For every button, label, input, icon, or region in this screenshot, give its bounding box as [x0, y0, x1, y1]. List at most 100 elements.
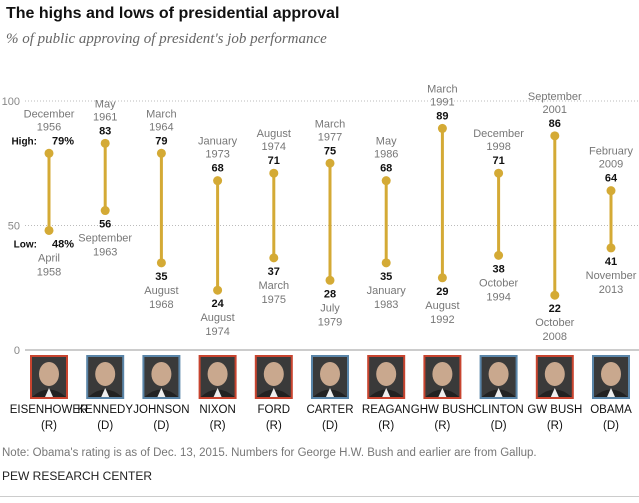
low-value-label: 24 — [211, 298, 224, 310]
portrait-shirt — [607, 388, 615, 397]
low-year-label: 1974 — [205, 326, 229, 338]
low-year-label: 1963 — [93, 247, 117, 259]
low-dot — [156, 258, 166, 268]
low-month-label: August — [200, 312, 234, 324]
president-party: (R) — [434, 420, 450, 432]
low-month-label: November — [586, 270, 637, 282]
portrait-shirt — [382, 388, 391, 397]
low-dot — [269, 253, 279, 263]
president-party: (R) — [378, 420, 394, 432]
high-month-label: March — [427, 83, 458, 95]
high-value-label: 79% — [52, 135, 74, 147]
portrait-face — [601, 362, 621, 386]
portrait-face — [376, 362, 397, 386]
low-year-label: 1979 — [318, 316, 342, 328]
high-year-label: 1964 — [149, 121, 173, 133]
chart-svg: 05010079%High:48%Low:1956DecemberApril19… — [2, 83, 639, 432]
president-name: NIXON — [199, 404, 235, 416]
portrait-shirt — [269, 388, 278, 397]
high-month-label: December — [24, 108, 75, 120]
y-tick-label: 50 — [8, 221, 20, 233]
portrait-shirt — [326, 388, 334, 397]
portrait-face — [151, 362, 172, 386]
portrait-shirt — [494, 388, 503, 397]
high-value-label: 68 — [380, 163, 392, 175]
low-month-label: August — [144, 285, 178, 297]
portrait-face — [544, 362, 565, 386]
high-value-label: 79 — [155, 135, 167, 147]
president-name: FORD — [258, 404, 291, 416]
low-value-label: 38 — [492, 263, 504, 275]
high-value-label: 71 — [268, 155, 280, 167]
high-month-label: February — [589, 146, 634, 158]
portrait-shirt — [438, 388, 447, 397]
president-name: EISENHOWER — [10, 404, 89, 416]
portrait-face — [207, 362, 228, 386]
low-value-label: 35 — [155, 271, 167, 283]
low-year-label: 2008 — [543, 331, 567, 343]
low-value-label: 22 — [549, 303, 561, 315]
low-year-label: 1958 — [37, 266, 61, 278]
high-month-label: September — [528, 91, 582, 103]
low-year-label: 2013 — [599, 284, 623, 296]
low-month-label: August — [425, 300, 459, 312]
high-dot — [213, 176, 223, 186]
president-name: GHW BUSH — [411, 404, 474, 416]
low-dot — [325, 275, 335, 285]
low-month-label: April — [38, 252, 60, 264]
high-dot — [494, 168, 504, 178]
low-year-label: 1994 — [486, 291, 510, 303]
low-month-label: January — [367, 285, 407, 297]
high-month-label: August — [257, 128, 291, 140]
high-month-label: May — [95, 98, 116, 110]
portrait-shirt — [157, 388, 166, 397]
y-tick-label: 0 — [14, 345, 20, 357]
portrait-shirt — [213, 388, 222, 397]
president-name: GW BUSH — [527, 404, 582, 416]
high-dot — [550, 131, 560, 141]
high-prefix-label: High: — [11, 136, 37, 147]
portrait-face — [263, 362, 284, 386]
high-dot — [269, 168, 279, 178]
president-party: (D) — [153, 420, 169, 432]
low-month-label: July — [320, 302, 340, 314]
chart-source: PEW RESEARCH CENTER — [2, 469, 153, 483]
high-dot — [606, 186, 616, 196]
portrait-face — [95, 362, 116, 386]
high-value-label: 64 — [605, 173, 618, 185]
high-year-label: 1973 — [205, 149, 229, 161]
president-party: (R) — [547, 420, 563, 432]
portrait-face — [320, 362, 340, 386]
low-dot — [213, 285, 223, 295]
president-party: (R) — [266, 420, 282, 432]
president-name: JOHNSON — [133, 404, 189, 416]
low-month-label: September — [78, 233, 132, 245]
chart-note: Note: Obama's rating is as of Dec. 13, 2… — [2, 447, 537, 459]
low-value-label: 48% — [52, 238, 74, 250]
low-dot — [550, 290, 560, 300]
high-year-label: 1986 — [374, 149, 398, 161]
president-party: (R) — [210, 420, 226, 432]
low-value-label: 35 — [380, 271, 392, 283]
high-year-label: 1977 — [318, 131, 342, 143]
high-month-label: March — [146, 108, 177, 120]
portrait-shirt — [45, 388, 53, 397]
portrait-face — [432, 362, 453, 386]
low-value-label: 41 — [605, 256, 617, 268]
high-value-label: 68 — [211, 163, 223, 175]
high-value-label: 83 — [99, 125, 111, 137]
president-party: (D) — [491, 420, 507, 432]
high-month-label: March — [315, 118, 346, 130]
low-month-label: March — [259, 280, 290, 292]
low-value-label: 37 — [268, 266, 280, 278]
high-month-label: January — [198, 136, 238, 148]
high-dot — [100, 138, 110, 148]
high-year-label: 1956 — [37, 121, 61, 133]
president-party: (R) — [41, 420, 57, 432]
high-dot — [44, 148, 54, 158]
president-party: (D) — [322, 420, 338, 432]
chart-subtitle: % of public approving of president's job… — [6, 31, 327, 47]
chart-title: The highs and lows of presidential appro… — [6, 5, 340, 22]
high-year-label: 1974 — [262, 141, 286, 153]
